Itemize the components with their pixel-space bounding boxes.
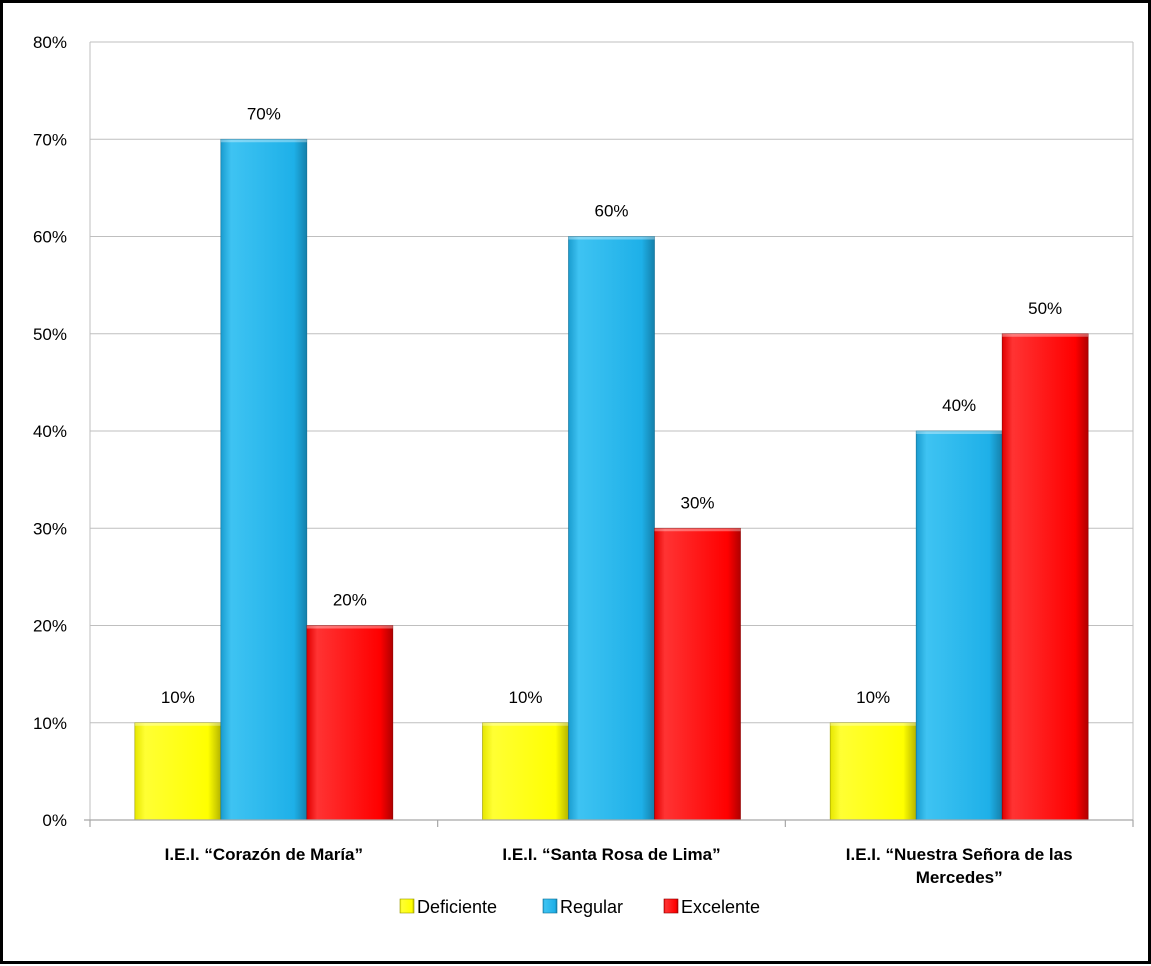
y-tick-label: 40% [33,422,67,441]
y-tick-label: 10% [33,714,67,733]
category-label: Mercedes” [916,868,1003,887]
legend-label-deficiente: Deficiente [417,897,497,917]
category-label: I.E.I. “Nuestra Señora de las [846,845,1073,864]
data-label: 20% [333,591,367,610]
category-labels: I.E.I. “Corazón de María” I.E.I. “Santa R… [165,845,1073,887]
category-label: I.E.I. “Santa Rosa de Lima” [502,845,720,864]
legend-label-excelente: Excelente [681,897,760,917]
category-label: I.E.I. “Corazón de María” [165,845,363,864]
data-label: 10% [856,688,890,707]
y-tick-label: 30% [33,519,67,538]
bar-regular [220,138,308,821]
legend-label-regular: Regular [560,897,623,917]
y-tick-label: 70% [33,130,67,149]
bar-top-highlight [1002,333,1089,337]
data-label: 60% [594,202,628,221]
data-label: 10% [508,688,542,707]
bar-top-highlight [482,722,569,726]
y-tick-label: 0% [42,811,67,830]
data-label: 30% [680,493,714,512]
legend-swatch-deficiente [399,898,415,914]
bar-deficiente [829,722,917,821]
bar-top-highlight [134,722,221,726]
bar-excelente [654,527,741,821]
legend-swatch-excelente [663,898,679,914]
y-tick-label: 20% [33,617,67,636]
bar-top-highlight [568,236,655,240]
bars [134,138,1089,821]
bar-chart: 0% 10% 20% 30% 40% 50% 60% 70% 80% 10% 70% 20% 10% 6… [33,33,1134,917]
y-tick-label: 50% [33,325,67,344]
y-tick-label: 80% [33,33,67,52]
data-label: 50% [1028,299,1062,318]
data-label: 10% [161,688,195,707]
y-axis-ticks: 0% 10% 20% 30% 40% 50% 60% 70% 80% [33,33,67,830]
data-label: 40% [942,396,976,415]
bar-deficiente [482,722,569,821]
y-tick-label: 60% [33,228,67,247]
legend-swatch-regular [542,898,558,914]
bar-top-highlight [306,625,393,629]
bar-regular [568,236,655,821]
bar-regular [915,430,1003,821]
bar-top-highlight [654,528,741,532]
bar-top-highlight [916,431,1003,434]
data-labels: 10% 70% 20% 10% 60% 30% 10% 40% 50% [161,104,1062,707]
bar-top-highlight [220,139,307,143]
data-label: 70% [247,104,281,123]
bar-top-highlight [830,722,917,726]
bar-deficiente [134,722,222,821]
bar-excelente [306,625,394,821]
bar-excelente [1001,333,1089,821]
x-axis [84,819,1134,827]
legend: Deficiente Regular Excelente [399,897,760,917]
